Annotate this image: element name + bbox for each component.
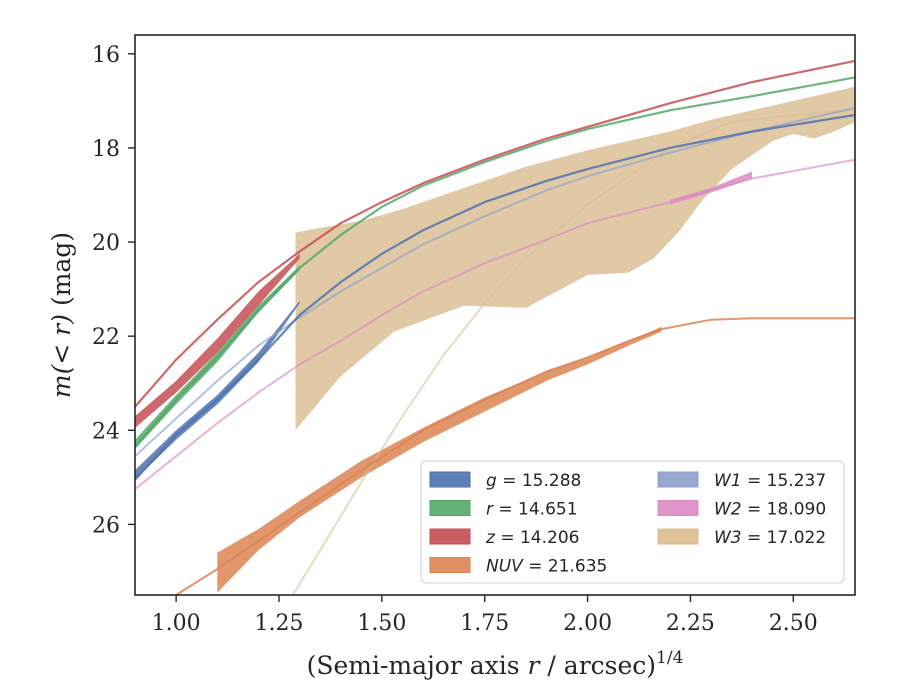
model-line-w3 <box>291 109 855 595</box>
y-tick-label: 18 <box>92 137 120 162</box>
x-tick-label: 1.00 <box>152 611 201 636</box>
axis-ticks: 1.00 1.25 1.50 1.75 2.00 2.25 2.50 16 18 20 22 24 26 <box>92 43 818 636</box>
legend-entry-z: z = 14.206 <box>429 528 579 548</box>
legend-label: r = 14.651 <box>486 500 578 520</box>
y-tick-label: 22 <box>92 325 120 350</box>
x-tick-label: 2.25 <box>666 611 715 636</box>
x-tick-label: 1.50 <box>357 611 406 636</box>
legend: g = 15.288 r = 14.651 z = 14.206 NUV = 21.6… <box>420 460 845 584</box>
legend-entry-g: g = 15.288 <box>429 471 581 491</box>
legend-swatch <box>657 528 699 545</box>
legend-box <box>420 460 845 584</box>
legend-entry-r: r = 14.651 <box>429 500 578 520</box>
legend-entry-w2: W2 = 18.090 <box>657 500 826 520</box>
legend-swatch <box>429 500 471 516</box>
legend-label: z = 14.206 <box>485 528 579 548</box>
axes-frame <box>134 34 856 596</box>
legend-swatch <box>429 557 471 573</box>
x-tick-label: 2.00 <box>563 611 612 636</box>
x-tick-label: 2.50 <box>769 611 818 636</box>
model-line-z <box>135 59 855 408</box>
legend-label: W3 = 17.022 <box>714 528 826 548</box>
x-axis-label: (Semi-major axis r / arcsec)1/4 <box>307 648 684 680</box>
legend-entry-w3: W3 = 17.022 <box>657 528 826 548</box>
model-line-nuv <box>175 317 855 595</box>
legend-label: W2 = 18.090 <box>714 500 826 520</box>
legend-swatch <box>429 471 471 488</box>
x-tick-label: 1.25 <box>255 611 304 636</box>
legend-entry-nuv: NUV = 21.635 <box>429 557 607 577</box>
legend-swatch <box>429 528 471 545</box>
y-axis-label: m(< r) (mag) <box>47 232 76 398</box>
y-tick-label: 24 <box>92 419 120 444</box>
legend-swatch <box>657 471 699 488</box>
model-line-r <box>135 76 855 448</box>
legend-entry-w1: W1 = 15.237 <box>657 471 826 491</box>
y-tick-label: 26 <box>92 513 120 538</box>
y-tick-label: 16 <box>92 43 120 68</box>
y-tick-label: 20 <box>92 231 120 256</box>
band-z <box>135 253 300 428</box>
model-line-g <box>135 113 855 481</box>
legend-label: W1 = 15.237 <box>714 471 826 491</box>
plot-area <box>135 59 855 595</box>
legend-label: g = 15.288 <box>486 471 581 491</box>
model-line-w2 <box>135 158 855 490</box>
x-tick-label: 1.75 <box>460 611 509 636</box>
legend-label: NUV = 21.635 <box>486 557 607 577</box>
model-line-w1 <box>135 106 855 457</box>
band-w3 <box>295 86 855 431</box>
axes-border <box>134 34 856 596</box>
legend-swatch <box>657 500 699 516</box>
